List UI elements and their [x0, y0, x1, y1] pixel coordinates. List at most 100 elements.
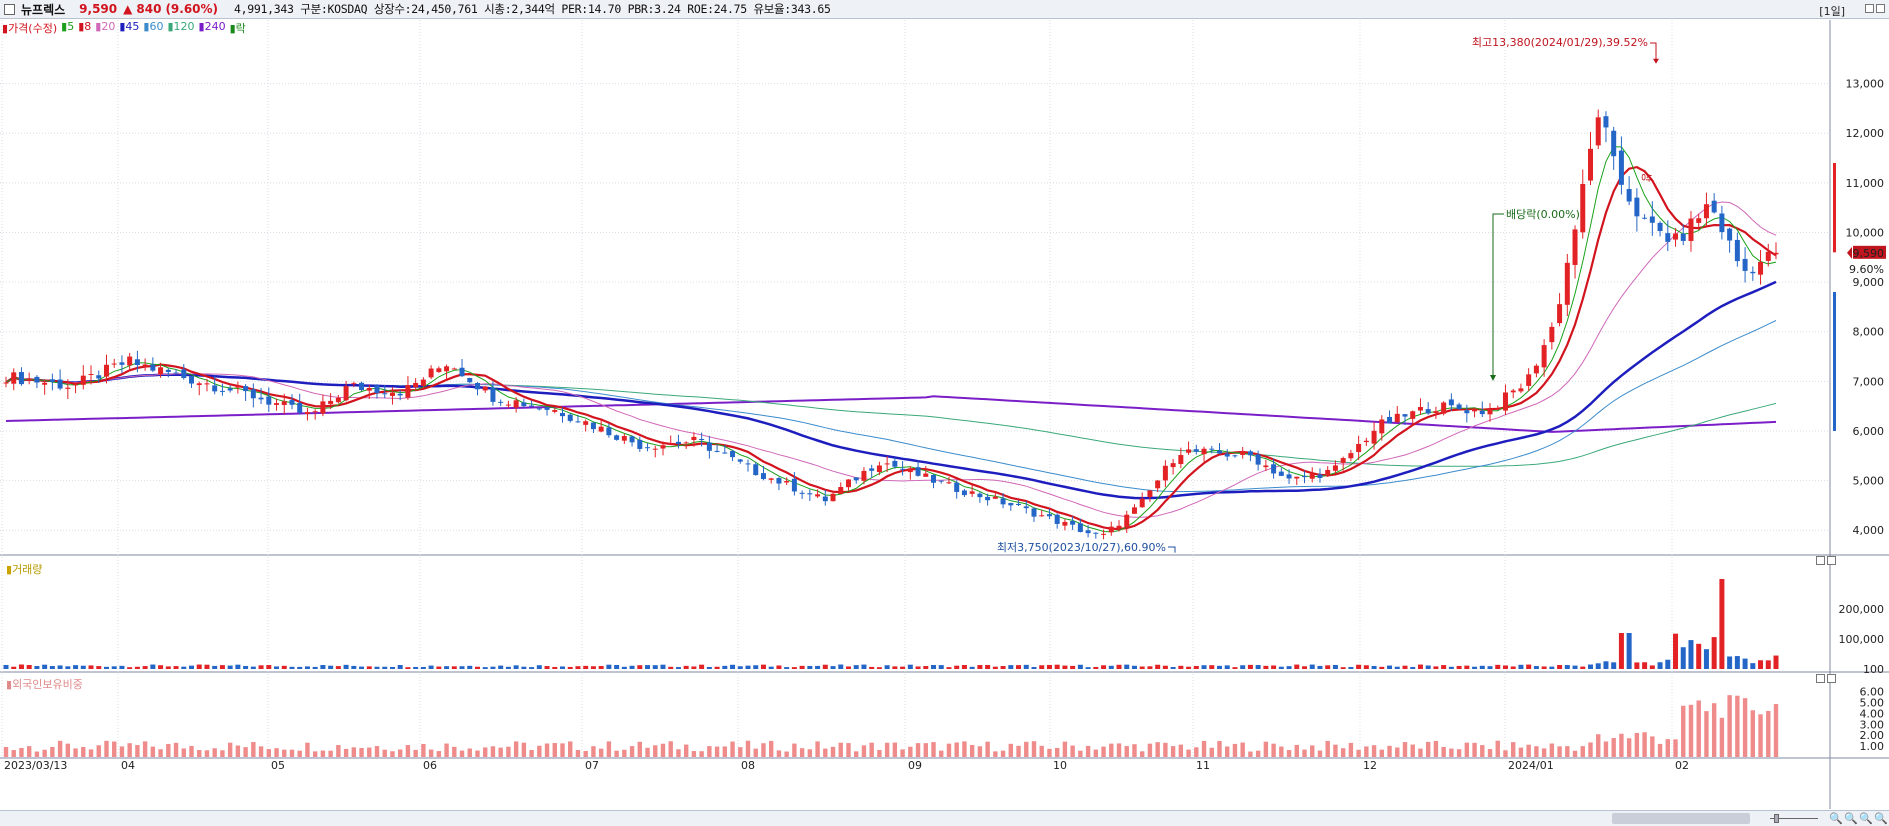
- price-tick-label: 5,000: [1853, 475, 1885, 488]
- volume-bar: [1247, 664, 1253, 669]
- volume-bar: [977, 665, 983, 669]
- volume-bar: [675, 667, 681, 669]
- maximize-icon[interactable]: [1865, 4, 1874, 13]
- volume-bar: [80, 665, 86, 669]
- volume-bar: [606, 664, 612, 669]
- foreign-bar: [1541, 748, 1547, 757]
- candle-body: [1077, 523, 1083, 532]
- foreign-bar: [367, 747, 372, 757]
- candle-body: [1271, 464, 1277, 474]
- foreign-bar: [753, 748, 758, 757]
- foreign-bar: [861, 745, 867, 757]
- foreign-bar: [637, 741, 642, 757]
- foreign-bar: [653, 745, 658, 757]
- foreign-bar: [1054, 747, 1060, 757]
- scrollbar-thumb[interactable]: [1612, 813, 1750, 824]
- foreign-bar: [668, 741, 673, 757]
- candle-body: [1417, 407, 1423, 411]
- candle-body: [1124, 514, 1130, 528]
- candle-body: [583, 421, 589, 425]
- foreign-bar: [343, 748, 349, 757]
- foreign-maximize-icon[interactable]: [1816, 674, 1825, 683]
- volume-bar: [243, 665, 249, 669]
- candle-body: [799, 492, 805, 494]
- foreign-bar: [838, 742, 843, 757]
- zoom-fit-icon[interactable]: 🔍: [1874, 812, 1888, 825]
- horizontal-scrollbar[interactable]: 🔍 🔍 🔍 🔍: [0, 810, 1889, 826]
- period-selector[interactable]: [1일]: [1819, 5, 1845, 18]
- foreign-bar: [452, 746, 457, 757]
- candle-body: [683, 442, 689, 444]
- candle-body: [1502, 392, 1508, 411]
- zoom-reset-icon[interactable]: 🔍: [1859, 812, 1873, 825]
- candle-body: [1101, 533, 1107, 535]
- foreign-bar: [877, 749, 882, 757]
- candle-body: [737, 459, 743, 462]
- foreign-bar: [243, 747, 248, 757]
- close-icon[interactable]: [1876, 4, 1885, 13]
- foreign-bar: [714, 746, 720, 757]
- volume-bar: [1363, 665, 1369, 669]
- volume-bar: [1031, 666, 1037, 669]
- candle-body: [235, 385, 241, 388]
- foreign-bar: [506, 746, 511, 757]
- candle-body: [335, 397, 341, 403]
- candle-body: [297, 402, 303, 413]
- foreign-close-icon[interactable]: [1827, 674, 1836, 683]
- foreign-bar: [1472, 742, 1477, 757]
- zoom-in-icon[interactable]: 🔍: [1844, 812, 1858, 825]
- price-tag-box: [1853, 245, 1886, 259]
- candle-body: [1232, 455, 1238, 457]
- price-tag-arrow: [1847, 246, 1852, 259]
- foreign-bar: [1410, 744, 1415, 757]
- volume-bar: [1124, 664, 1130, 669]
- x-tick-label: 2023/03/13: [4, 759, 67, 772]
- foreign-bar: [591, 746, 596, 757]
- foreign-bar: [1248, 751, 1253, 757]
- volume-maximize-icon[interactable]: [1816, 556, 1825, 565]
- volume-bar: [1680, 647, 1686, 669]
- volume-bar: [884, 665, 890, 669]
- price-tick-label: 11,000: [1846, 177, 1885, 190]
- candle-body: [158, 367, 164, 375]
- candle-body: [1186, 449, 1192, 453]
- zoom-out-icon[interactable]: 🔍: [1829, 812, 1843, 825]
- foreign-bar: [1665, 739, 1670, 757]
- price-tick-label: 9,000: [1853, 276, 1885, 289]
- foreign-bar: [544, 743, 550, 757]
- candle-body: [1216, 450, 1222, 454]
- candle-body: [1541, 345, 1547, 368]
- volume-bar: [142, 666, 148, 669]
- foreign-bar: [660, 743, 666, 757]
- volume-bar: [1487, 666, 1493, 669]
- candle-body: [1031, 508, 1037, 517]
- x-tick-label: 02: [1675, 759, 1689, 772]
- candle-body: [374, 385, 380, 394]
- foreign-bar: [1596, 734, 1601, 757]
- foreign-bar: [382, 749, 387, 757]
- candle-body: [907, 468, 913, 473]
- candle-body: [645, 447, 651, 449]
- foreign-bar: [336, 745, 341, 757]
- zoom-slider[interactable]: [1770, 813, 1818, 824]
- volume-bar: [815, 665, 821, 669]
- candle-body: [815, 494, 821, 497]
- volume-bar: [915, 666, 921, 669]
- select-checkbox[interactable]: [4, 3, 15, 15]
- price-tick-label: 12,000: [1846, 127, 1885, 140]
- candle-body: [1162, 465, 1168, 481]
- volume-bar: [382, 666, 388, 669]
- zoom-knob[interactable]: [1774, 814, 1779, 823]
- candle-body: [1657, 222, 1663, 232]
- candle-body: [1085, 530, 1091, 534]
- foreign-bar: [1588, 742, 1593, 757]
- candle-body: [884, 463, 890, 465]
- volume-bar: [420, 666, 426, 669]
- volume-bar: [134, 666, 140, 669]
- foreign-bar: [1225, 746, 1230, 757]
- foreign-bar: [1526, 744, 1531, 757]
- foreign-bar: [1116, 743, 1122, 757]
- volume-close-icon[interactable]: [1827, 556, 1836, 565]
- foreign-bar: [1340, 748, 1346, 757]
- volume-bar: [1170, 666, 1176, 669]
